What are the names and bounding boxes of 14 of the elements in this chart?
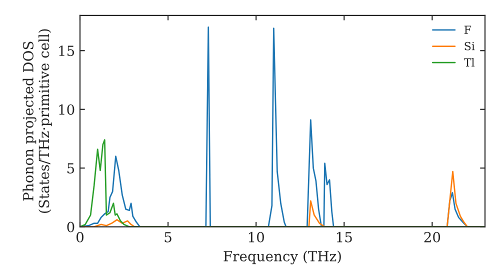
x-axis-title: Frequency (THz) bbox=[224, 250, 341, 264]
x-tick-label: 0 bbox=[76, 232, 84, 242]
y-tick-label: 10 bbox=[59, 104, 74, 115]
y-tick-label: 5 bbox=[67, 163, 74, 174]
x-tick-label: 5 bbox=[164, 232, 172, 242]
y-tick-label: 0 bbox=[67, 222, 74, 232]
y-tick-label: 15 bbox=[59, 46, 74, 56]
x-tick-label: 20 bbox=[424, 232, 440, 242]
x-tick-label: 10 bbox=[248, 232, 264, 242]
x-tick-label: 15 bbox=[336, 232, 352, 242]
legend-label: F bbox=[464, 26, 472, 34]
legend-label: Tl bbox=[464, 58, 474, 66]
y-axis-title: Phonon projected DOS (States/THz·primitive cell) bbox=[22, 29, 52, 213]
legend-label: Si bbox=[464, 42, 475, 50]
